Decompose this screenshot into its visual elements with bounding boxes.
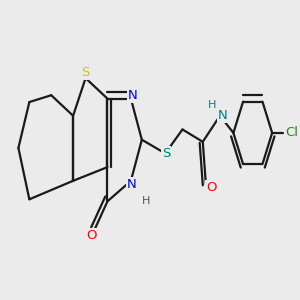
Text: Cl: Cl [285, 126, 298, 140]
Text: S: S [162, 147, 170, 160]
Text: N: N [128, 89, 137, 102]
Text: H: H [142, 196, 151, 206]
Text: N: N [218, 109, 227, 122]
Text: H: H [208, 100, 216, 110]
Text: S: S [81, 66, 90, 79]
Text: O: O [87, 229, 97, 242]
Text: O: O [206, 181, 217, 194]
Text: N: N [127, 178, 136, 191]
